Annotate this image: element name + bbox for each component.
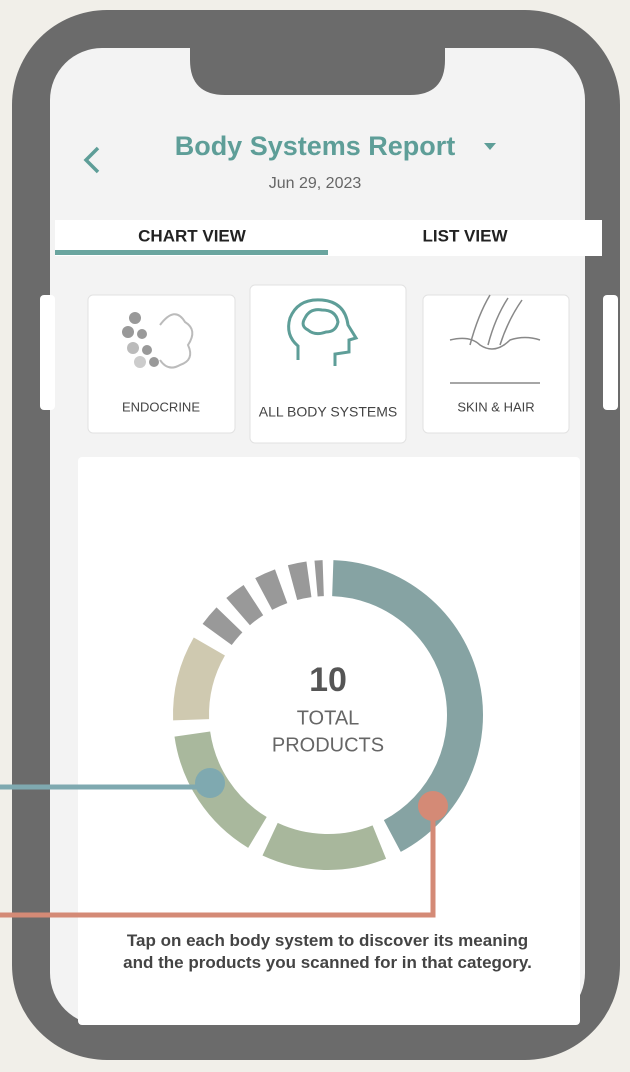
card-partial[interactable] <box>40 295 55 410</box>
total-label: PRODUCTS <box>272 734 384 756</box>
notch <box>190 48 445 95</box>
tab[interactable]: LIST VIEW <box>423 226 509 245</box>
connector-dot <box>195 768 225 798</box>
card-label: ENDOCRINE <box>122 399 200 414</box>
donut-segment[interactable] <box>191 647 209 720</box>
date: Jun 29, 2023 <box>269 175 362 192</box>
donut-segment[interactable] <box>270 839 379 852</box>
donut-segment[interactable] <box>238 600 253 612</box>
donut-segment[interactable] <box>217 620 229 635</box>
title: Body Systems Report <box>175 131 456 161</box>
total-label: TOTAL <box>297 707 360 729</box>
page: Body Systems Report Jun 29, 2023 CHART V… <box>0 0 630 1072</box>
tab[interactable]: CHART VIEW <box>138 226 247 245</box>
screen: Body Systems Report Jun 29, 2023 CHART V… <box>0 0 630 1072</box>
total-count: 10 <box>309 661 347 699</box>
footer-text: Tap on each body system to discover its … <box>120 930 535 974</box>
donut-segment[interactable] <box>293 579 309 582</box>
connector-dot <box>418 791 448 821</box>
card-label: ALL BODY SYSTEMS <box>259 404 398 420</box>
tab-indicator <box>55 250 328 255</box>
card-partial[interactable] <box>603 295 618 410</box>
card-label: SKIN & HAIR <box>457 399 534 414</box>
donut-segment[interactable] <box>264 586 281 594</box>
